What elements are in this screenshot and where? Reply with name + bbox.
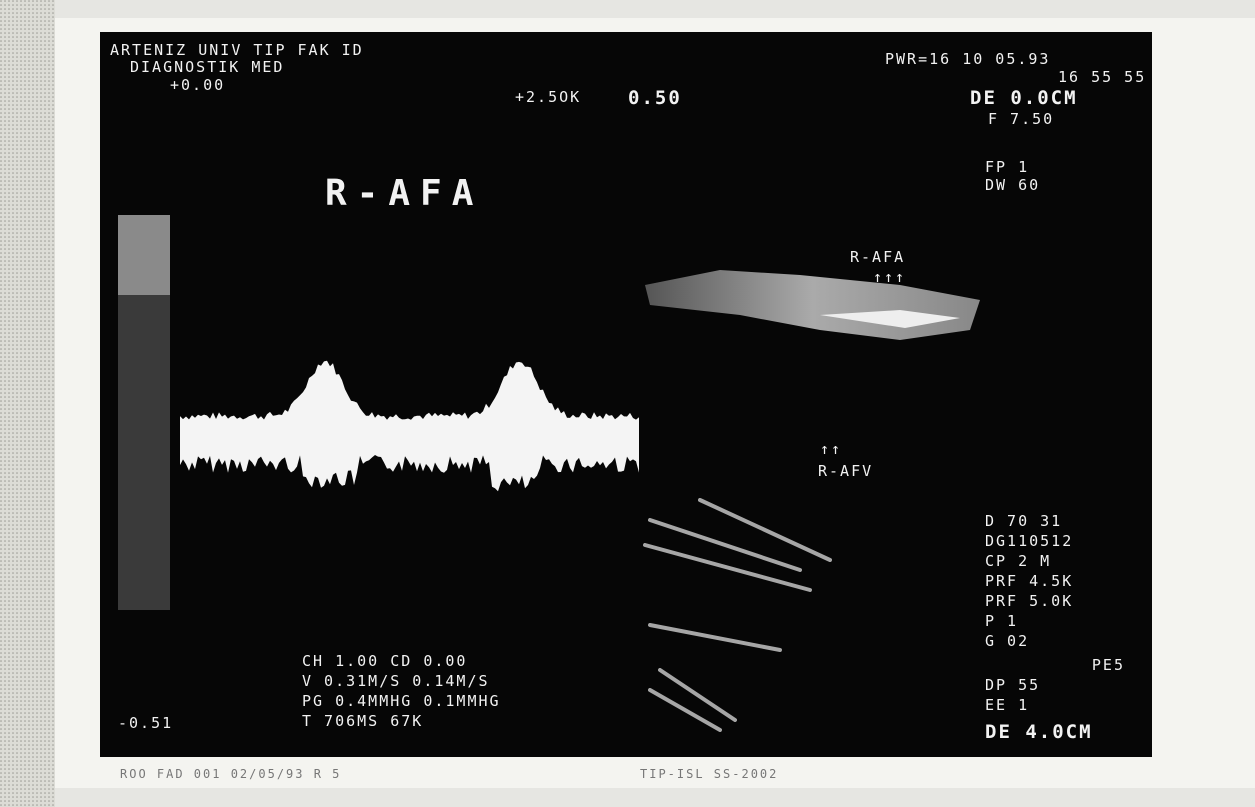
- depth: DE 0.0CM: [970, 87, 1078, 109]
- setting: DG110512: [985, 532, 1073, 550]
- setting: DE 4.0CM: [985, 721, 1093, 743]
- title: R-AFA: [325, 173, 483, 214]
- scale-value: 0.50: [628, 87, 682, 109]
- baseline: -0.51: [118, 714, 173, 732]
- header-line: DIAGNOSTIK MED: [130, 58, 284, 76]
- annotation: ↑↑: [820, 440, 842, 458]
- measurement: T 706MS 67K: [302, 712, 423, 730]
- setting: EE 1: [985, 696, 1029, 714]
- setting: PRF 5.0K: [985, 592, 1073, 610]
- fp: FP 1: [985, 158, 1029, 176]
- screenshot: ARTENIZ UNIV TIP FAK ID DIAGNOSTIK MED +…: [0, 0, 1255, 807]
- caption: TIP-ISL SS-2002: [640, 767, 778, 781]
- gray-scale-top: [118, 215, 170, 295]
- paper-edge: [0, 0, 55, 807]
- power: PWR=16 10 05.93: [885, 50, 1050, 68]
- annotation: R-AFV: [818, 462, 873, 480]
- offset: +0.00: [170, 76, 225, 94]
- setting: G 02: [985, 632, 1029, 650]
- freq: F 7.50: [988, 110, 1054, 128]
- annotation: R-AFA: [850, 248, 905, 266]
- dw: DW 60: [985, 176, 1040, 194]
- header-line: ARTENIZ UNIV TIP FAK ID: [110, 41, 364, 59]
- ultrasound-display: ARTENIZ UNIV TIP FAK ID DIAGNOSTIK MED +…: [0, 0, 1255, 807]
- setting: P 1: [985, 612, 1018, 630]
- setting: PE5: [1092, 656, 1125, 674]
- setting: CP 2 M: [985, 552, 1051, 570]
- time: 16 55 55: [1058, 68, 1146, 86]
- setting: D 70 31: [985, 512, 1062, 530]
- annotation: ↑↑↑: [873, 268, 906, 286]
- setting: DP 55: [985, 676, 1040, 694]
- measurement: V 0.31M/S 0.14M/S: [302, 672, 490, 690]
- measurement: PG 0.4MMHG 0.1MMHG: [302, 692, 501, 710]
- measurement: CH 1.00 CD 0.00: [302, 652, 467, 670]
- setting: PRF 4.5K: [985, 572, 1073, 590]
- caption: ROO FAD 001 02/05/93 R 5: [120, 767, 341, 781]
- scale: +2.5OK: [515, 88, 581, 106]
